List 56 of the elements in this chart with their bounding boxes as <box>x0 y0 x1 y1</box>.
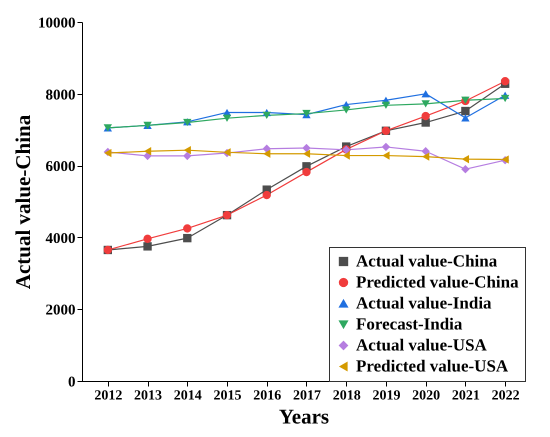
x-tick-label: 2015 <box>214 388 242 404</box>
x-tick-label: 2014 <box>174 388 202 404</box>
y-axis-title: Actual value-China <box>11 114 35 290</box>
y-tick-label: 0 <box>68 374 76 390</box>
y-tick-label: 4000 <box>46 230 76 247</box>
point <box>500 77 510 86</box>
point <box>184 146 191 154</box>
legend-label: Forecast-India <box>356 314 463 334</box>
x-tick-label: 2019 <box>372 388 400 404</box>
point <box>262 190 271 200</box>
point <box>183 234 192 242</box>
point <box>143 242 152 251</box>
y-tick-label: 2000 <box>46 302 76 319</box>
point <box>262 144 271 153</box>
point <box>462 154 470 164</box>
x-tick-label: 2016 <box>253 388 282 404</box>
x-tick-label: 2020 <box>412 388 440 404</box>
point <box>183 224 192 233</box>
point <box>222 114 232 122</box>
legend-label: Actual value-USA <box>356 336 488 354</box>
point <box>461 106 470 116</box>
point <box>461 114 470 122</box>
point <box>262 112 271 119</box>
point <box>302 150 310 158</box>
point <box>183 152 192 160</box>
x-tick-label: 2018 <box>332 388 361 404</box>
y-tick-label: 8000 <box>46 87 76 104</box>
point <box>382 102 390 109</box>
legend-label: Actual value-India <box>356 294 492 312</box>
point <box>342 106 350 114</box>
legend-label: Actual value-China <box>356 252 498 270</box>
y-tick-label: 10000 <box>38 16 76 32</box>
point <box>302 144 311 152</box>
point <box>421 90 430 98</box>
point <box>143 234 152 244</box>
point <box>422 152 430 161</box>
point <box>382 142 390 152</box>
point <box>461 165 470 174</box>
point <box>342 151 350 160</box>
x-tick-label: 2012 <box>94 388 122 404</box>
point <box>144 147 152 156</box>
x-tick-label: 2021 <box>452 388 480 404</box>
x-tick-label: 2017 <box>292 388 321 404</box>
x-tick-label: 2013 <box>134 388 162 404</box>
x-tick-label: 2022 <box>492 388 520 404</box>
point <box>500 94 510 102</box>
legend-label: Predicted value-China <box>356 272 520 292</box>
point <box>302 168 311 176</box>
point <box>421 112 430 120</box>
x-axis-title: Years <box>278 404 330 428</box>
point <box>421 100 430 108</box>
point <box>263 150 270 158</box>
point <box>421 147 430 156</box>
legend-label: Predicted value-USA <box>356 356 509 376</box>
y-tick-label: 6000 <box>46 159 76 176</box>
point <box>382 151 390 160</box>
